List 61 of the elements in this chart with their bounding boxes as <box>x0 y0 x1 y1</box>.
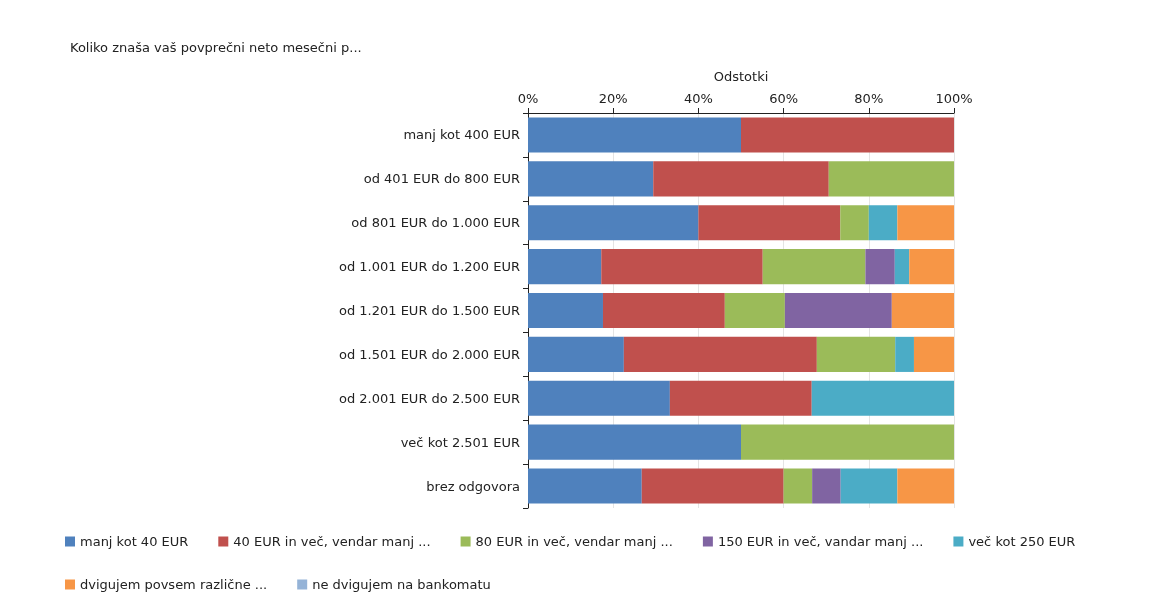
bar <box>891 292 954 329</box>
bar <box>811 380 954 416</box>
x-axis-title: Odstotki <box>713 69 769 84</box>
y-tick-label: brez odgovora <box>426 478 520 494</box>
x-tick-label: 20% <box>598 91 628 106</box>
bar <box>528 292 603 329</box>
legend-label: 40 EUR in več, vendar manj ... <box>233 534 431 549</box>
bar <box>601 249 763 285</box>
bar <box>762 249 866 285</box>
y-tick-label: od 801 EUR do 1.000 EUR <box>351 215 520 231</box>
bar <box>528 249 602 285</box>
bar <box>528 380 670 416</box>
y-tick-label: od 1.501 EUR do 2.000 EUR <box>338 346 520 362</box>
x-tick-label: 100% <box>935 91 973 106</box>
bar <box>528 336 624 372</box>
bar <box>840 468 898 504</box>
bar <box>528 205 699 241</box>
y-tick-label: od 401 EUR do 800 EUR <box>363 171 520 187</box>
bar <box>894 249 910 285</box>
legend-label: 150 EUR in več, vandar manj ... <box>717 534 924 549</box>
bar <box>528 468 642 504</box>
bar <box>783 468 813 504</box>
bar <box>897 468 954 504</box>
bar <box>868 205 898 241</box>
bar <box>895 336 914 372</box>
bar <box>812 468 841 504</box>
bar <box>669 380 812 416</box>
legend-label: manj kot 40 EUR <box>80 534 189 549</box>
legend-label: 80 EUR in več, vendar manj ... <box>475 534 673 549</box>
bar <box>528 161 654 197</box>
bar <box>913 336 954 372</box>
x-tick-label: 60% <box>769 91 799 106</box>
y-tick-label: od 1.201 EUR do 1.500 EUR <box>338 303 520 318</box>
bar <box>641 468 784 504</box>
y-tick-label: od 1.001 EUR do 1.200 EUR <box>338 259 520 275</box>
legend-label: več kot 250 EUR <box>968 534 1076 549</box>
text: Koliko znaša vaš povprečni neto mesečni p... <box>70 40 362 55</box>
x-tick-label: 0% <box>517 91 539 106</box>
legend-label: dvigujem povsem različne ... <box>80 577 268 592</box>
x-tick-label: 40% <box>683 91 713 106</box>
bar <box>741 424 954 460</box>
bar <box>840 205 869 241</box>
bar <box>828 161 954 197</box>
bar <box>602 292 725 329</box>
bar <box>698 205 841 241</box>
bar <box>653 161 829 197</box>
bar <box>909 249 954 285</box>
bar <box>528 117 741 153</box>
bar <box>865 249 895 285</box>
legend-label: ne dvigujem na bankomatu <box>312 577 491 592</box>
bar <box>623 336 817 372</box>
bar <box>897 205 954 241</box>
bar <box>816 336 896 372</box>
y-tick-label: od 2.001 EUR do 2.500 EUR <box>338 390 520 406</box>
bar <box>724 292 785 329</box>
bar <box>741 117 954 153</box>
bar <box>528 424 741 460</box>
y-tick-label: več kot 2.501 EUR <box>400 434 520 450</box>
y-tick-label: manj kot 400 EUR <box>403 127 520 143</box>
x-tick-label: 80% <box>854 91 884 106</box>
bar <box>784 292 892 329</box>
